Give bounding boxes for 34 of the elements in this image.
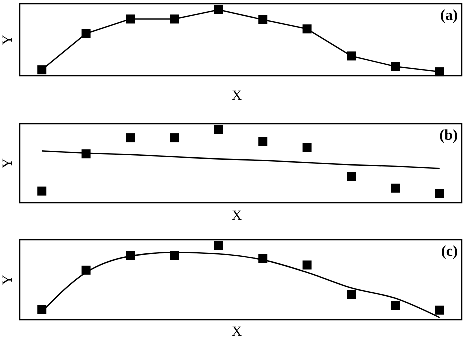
point xyxy=(347,172,356,182)
point xyxy=(214,242,224,250)
point xyxy=(126,14,135,24)
point xyxy=(38,186,47,196)
point xyxy=(302,24,312,34)
y-axis-title: Y xyxy=(1,34,16,46)
y-axis-title: Y xyxy=(1,274,16,286)
point xyxy=(302,143,312,152)
point xyxy=(38,305,47,314)
x-axis-title: X xyxy=(232,209,242,224)
point xyxy=(435,189,444,198)
point xyxy=(391,184,400,193)
point xyxy=(391,62,400,72)
point xyxy=(214,6,224,14)
point xyxy=(302,260,312,270)
annotation: (a) xyxy=(440,8,458,24)
point xyxy=(126,134,135,143)
point xyxy=(347,290,356,300)
x-axis-title: X xyxy=(232,89,242,104)
point xyxy=(170,134,180,143)
point xyxy=(170,14,180,24)
point xyxy=(391,301,400,310)
point xyxy=(258,15,268,24)
point xyxy=(347,52,356,61)
point xyxy=(214,126,224,134)
point xyxy=(82,29,91,38)
point xyxy=(258,137,268,146)
point xyxy=(38,66,47,75)
y-axis-title: Y xyxy=(1,158,16,169)
annotation: (c) xyxy=(441,244,458,260)
annotation: (b) xyxy=(440,128,458,144)
point xyxy=(435,68,444,77)
x-axis-title: X xyxy=(232,325,242,340)
point xyxy=(435,306,444,315)
